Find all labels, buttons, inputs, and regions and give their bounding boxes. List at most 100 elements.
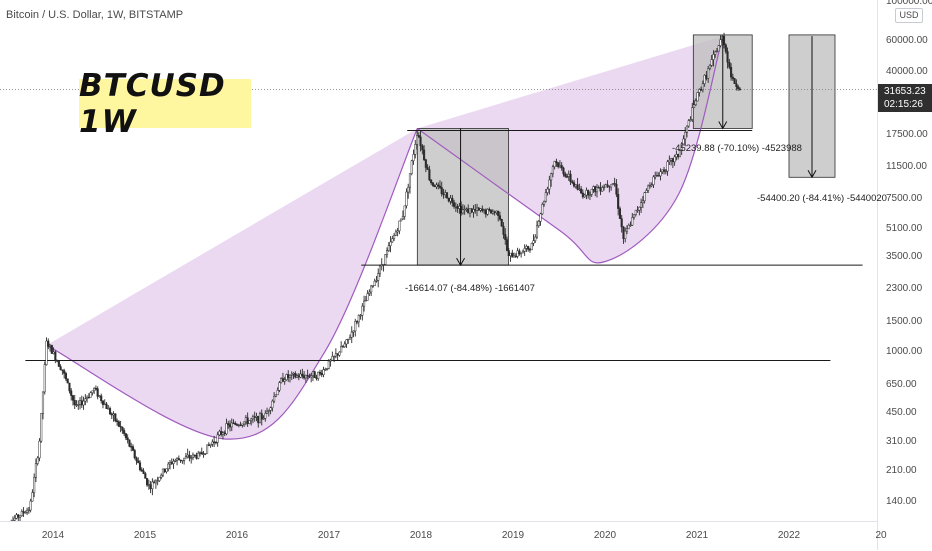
candle-body: [728, 61, 731, 68]
candle-body: [253, 416, 256, 418]
candle-body: [350, 331, 353, 338]
candle-body: [532, 240, 535, 244]
candle-body: [414, 144, 417, 155]
candle-body: [726, 51, 729, 63]
candle-body: [334, 353, 337, 357]
candle-body: [128, 439, 131, 447]
chart-heading: BTCUSD 1W: [79, 68, 251, 140]
candle-body: [645, 190, 648, 193]
symbol-title: Bitcoin / U.S. Dollar, 1W, BITSTAMP: [6, 9, 184, 21]
candle-body: [34, 463, 37, 478]
candle-body: [611, 183, 614, 186]
candle-body: [447, 197, 450, 202]
candle-body: [336, 353, 339, 356]
candle-body: [576, 184, 579, 190]
candle-body: [186, 454, 189, 458]
candle-body: [297, 375, 300, 378]
y-tick-label: 100000.00: [886, 0, 932, 8]
candle-body: [271, 400, 274, 409]
candle-body: [400, 218, 403, 222]
candle-body: [70, 390, 73, 396]
candle-body: [172, 461, 175, 464]
candle-body: [303, 375, 306, 379]
candle-body: [636, 209, 639, 212]
candle-body: [382, 263, 385, 266]
candle-body: [110, 413, 113, 416]
candle-body: [692, 104, 696, 108]
candle-body: [246, 417, 249, 424]
candle-body: [281, 378, 284, 382]
candle-body: [428, 169, 431, 181]
candle-body: [168, 462, 172, 465]
candle-body: [112, 413, 115, 416]
time-axis[interactable]: 2014 2015 2016 2017 2018 2019 2020 2021 2022 20: [0, 521, 887, 551]
measure-label: -45239.88 (-70.10%) -4523988: [672, 143, 802, 154]
candle-body: [234, 422, 237, 425]
candle-body: [430, 179, 433, 184]
candle-body: [442, 193, 445, 195]
x-tick-label: 2022: [777, 530, 801, 541]
candle-body: [221, 432, 224, 435]
candle-body: [557, 162, 560, 167]
candle-body: [535, 225, 539, 238]
price-axis[interactable]: 100000.00 60000.00 40000.00 17500.00 11500.0…: [877, 0, 932, 550]
candle-body: [694, 100, 697, 105]
candle-body: [135, 457, 138, 462]
candle-body: [618, 208, 621, 219]
candle-body: [650, 184, 653, 187]
candle-body: [343, 343, 346, 348]
last-price-tag: 31653.23 02:15:26: [878, 84, 932, 112]
candle-body: [288, 375, 292, 378]
candle-body: [495, 210, 498, 213]
candle-body: [620, 218, 623, 228]
x-tick-label: 2019: [501, 530, 525, 541]
candle-body: [479, 208, 482, 211]
candle-body: [94, 387, 97, 390]
candle-body: [458, 206, 461, 209]
candle-body: [15, 514, 18, 519]
candle-body: [705, 74, 708, 79]
candle-body: [239, 424, 242, 427]
candle-body: [119, 426, 122, 428]
candle-body: [497, 210, 500, 216]
candle-body: [47, 340, 50, 347]
candle-body: [481, 208, 484, 212]
candle-body: [93, 387, 96, 392]
candle-body: [391, 238, 394, 243]
currency-badge[interactable]: USD: [895, 8, 923, 23]
candle-body: [641, 200, 644, 203]
candle-body: [565, 176, 569, 178]
candle-body: [357, 315, 360, 323]
candle-body: [435, 184, 438, 188]
candle-body: [539, 213, 542, 222]
x-tick-label: 2014: [41, 530, 65, 541]
candle-body: [606, 184, 609, 187]
candle-body: [581, 192, 584, 198]
candle-body: [407, 186, 410, 193]
candle-body: [250, 418, 253, 421]
candle-body: [562, 167, 565, 175]
candle-body: [710, 59, 713, 66]
candle-body: [454, 206, 457, 208]
candle-body: [230, 422, 233, 428]
candle-body: [153, 481, 156, 484]
candle-body: [27, 509, 30, 512]
candle-body: [66, 378, 69, 384]
candle-body: [123, 430, 126, 434]
candle-body: [546, 188, 549, 193]
candle-body: [601, 187, 604, 192]
arc-region-2: [417, 36, 723, 263]
measure-arrowhead-3: [807, 170, 817, 179]
candle-body: [116, 420, 119, 422]
candle-body: [340, 346, 343, 353]
candle-body: [375, 280, 378, 282]
candle-body: [361, 305, 364, 316]
last-price-value: 31653.23: [884, 86, 926, 97]
y-tick-label: 650.00: [886, 379, 917, 391]
candle-body: [223, 432, 226, 435]
candle-body: [304, 374, 307, 379]
candle-body: [523, 248, 526, 252]
candle-body: [574, 184, 577, 187]
candle-body: [313, 371, 316, 378]
